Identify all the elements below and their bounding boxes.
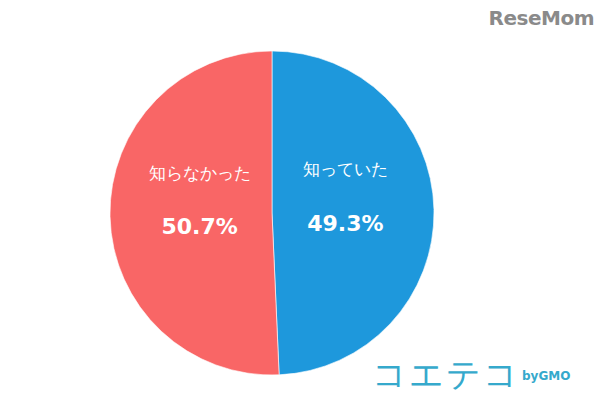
html-text:byGMO: byGMO [522, 369, 571, 383]
svg-text:知らなかった: 知らなかった [149, 163, 251, 183]
html-text:ReseMom: ReseMom [488, 6, 594, 30]
svg-text:49.3%: 49.3% [307, 211, 383, 236]
svg-text:50.7%: 50.7% [161, 214, 237, 239]
svg-text:知っていた: 知っていた [303, 159, 388, 179]
html-text:コエテコ: コエテコ [372, 354, 520, 394]
